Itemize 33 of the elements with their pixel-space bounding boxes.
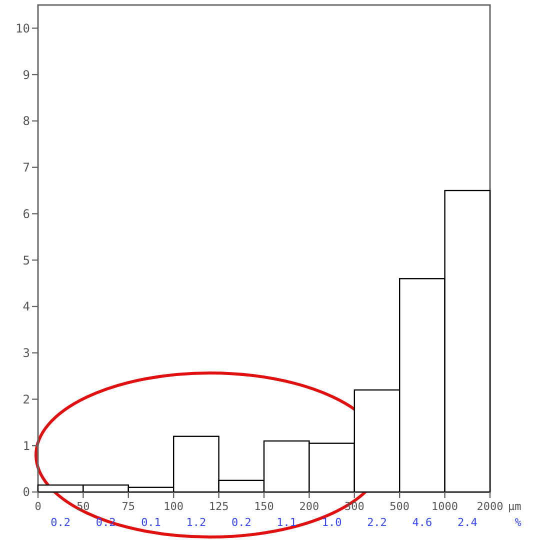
text: 0.2 <box>231 516 252 529</box>
y-tick-label: 7 <box>22 160 30 175</box>
text: 4.6 <box>412 516 432 529</box>
text: 1.0 <box>322 516 342 529</box>
y-tick-label: 1 <box>22 438 30 453</box>
y-tick-label: 4 <box>22 300 30 314</box>
text: 50 <box>76 500 90 513</box>
text: 2000 <box>476 500 504 513</box>
y-tick-label: 9 <box>22 68 30 82</box>
y-tick-label: 2 <box>22 392 30 406</box>
y-tick-label: 5 <box>22 253 30 268</box>
text: 2.4 <box>457 516 478 529</box>
text: 0.2 <box>50 516 71 529</box>
text: 1.2 <box>186 516 206 529</box>
text: 100 <box>164 500 184 513</box>
text: 200 <box>299 500 320 513</box>
text: 0.1 <box>141 516 161 529</box>
text: 1.1 <box>276 516 297 529</box>
y-tick-label: 10 <box>16 21 30 36</box>
text: 500 <box>390 500 410 513</box>
y-tick-label: 8 <box>22 114 30 128</box>
text: 1000 <box>432 500 458 513</box>
text: 0 <box>34 500 42 513</box>
y-tick-label: 0 <box>22 485 30 500</box>
x-axis-title: µm <box>508 500 522 513</box>
text: 150 <box>254 500 274 513</box>
text: 125 <box>208 500 229 513</box>
text: 75 <box>122 500 136 513</box>
y-tick-label: 3 <box>22 346 30 360</box>
y-tick-label: 6 <box>22 206 30 221</box>
text: % <box>514 516 522 529</box>
text: 2.2 <box>367 516 387 529</box>
text: 300 <box>344 500 364 513</box>
